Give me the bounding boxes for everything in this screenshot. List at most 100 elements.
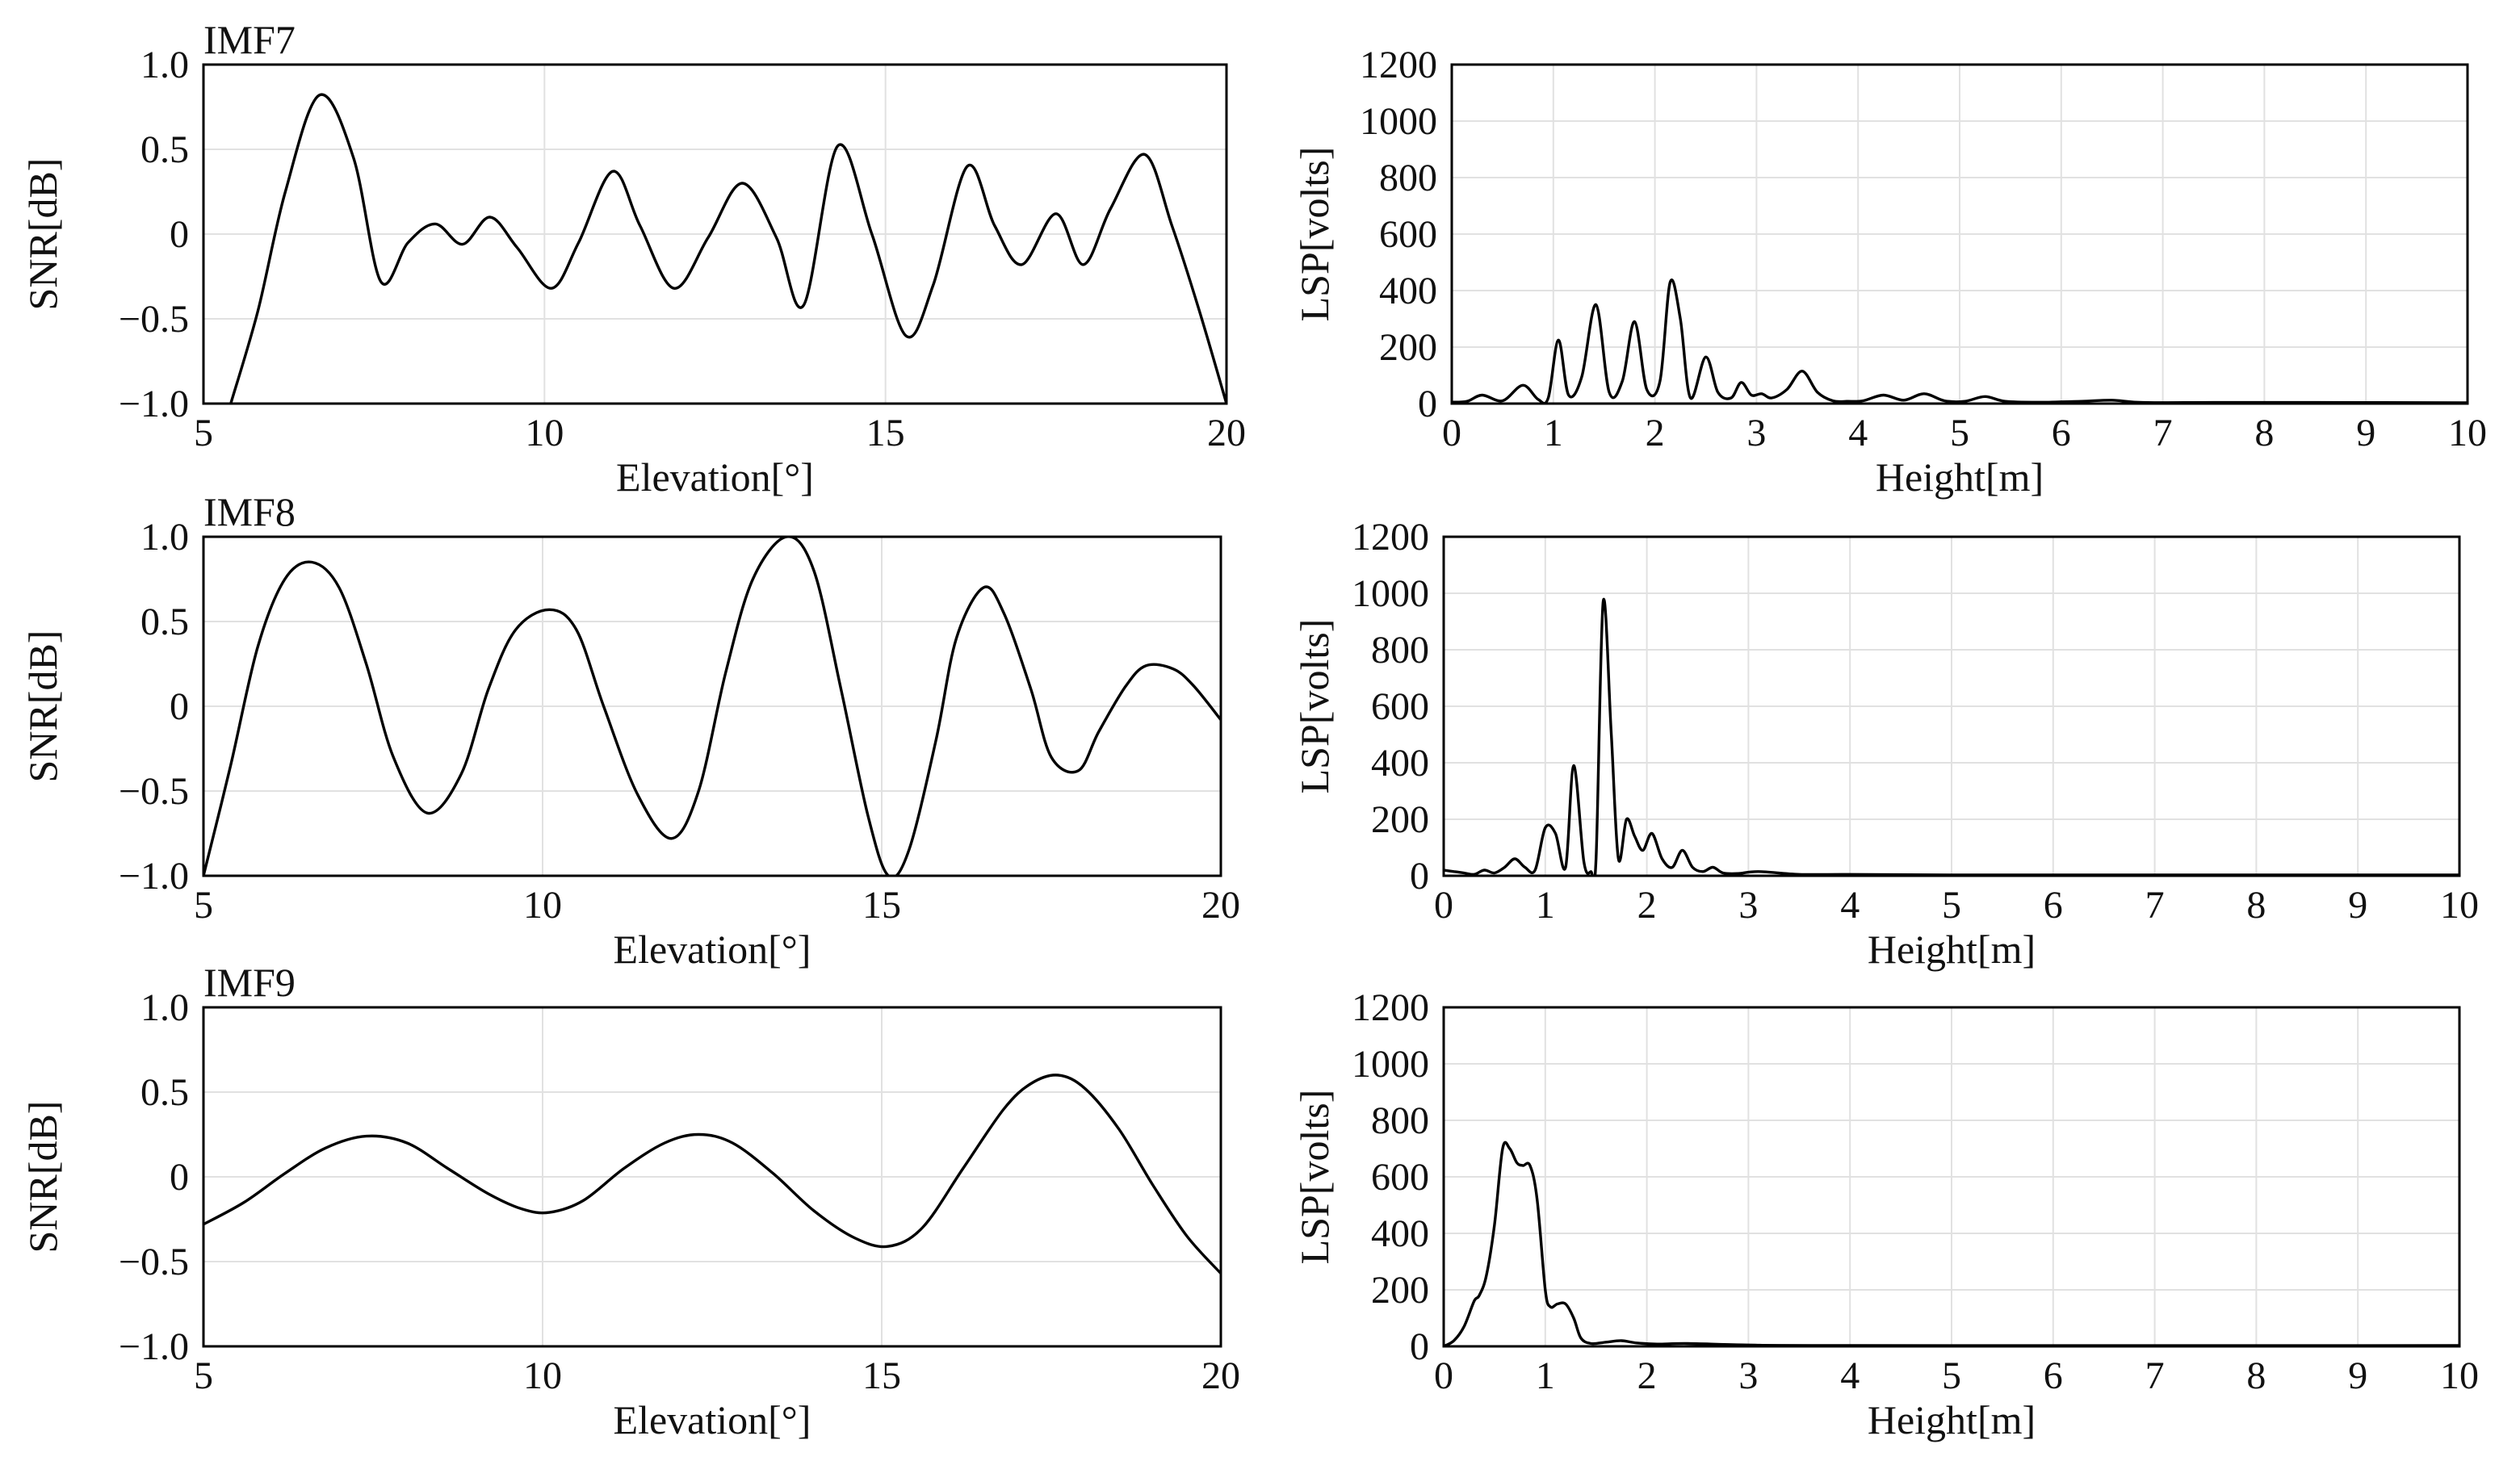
imf7-snr-series-line	[229, 93, 1226, 404]
imf9-lsp-ytick-label: 1000	[1352, 1043, 1429, 1086]
imf7-lsp-xtick-label: 5	[1950, 412, 1969, 454]
imf7-lsp-xtick-label: 6	[2052, 412, 2071, 454]
imf7-lsp-chart: 0 1 2 3 4 5 6 7 8 9 10 0 200 400 600 800 1000 1200 Height[…	[1292, 44, 2487, 500]
chart-panels: 5 10 15 201.00.50−0.5−1.0Elevation[°]SNR[dB…	[20, 17, 2487, 1442]
imf9-lsp-ytick-label: 200	[1371, 1269, 1429, 1312]
imf7-snr-ytick-label: 0.5	[140, 128, 189, 171]
imf9-snr-panel-title: IMF9	[203, 960, 296, 1005]
imf8-lsp-xtick-label: 8	[2246, 884, 2266, 927]
imf8-lsp-yaxis-label: LSP[volts]	[1292, 619, 1337, 794]
imf9-lsp-xaxis-label: Height[m]	[1868, 1397, 2036, 1442]
imf9-snr-ytick-label: −0.5	[119, 1241, 189, 1283]
imf9-snr-xtick-label: 5	[194, 1354, 213, 1397]
imf9-lsp-xtick-label: 0	[1434, 1354, 1453, 1397]
imf9-lsp-ytick-label: 800	[1371, 1099, 1429, 1142]
imf9-lsp-xtick-label: 2	[1637, 1354, 1657, 1397]
imf7-snr-ytick-label: 0	[170, 213, 189, 256]
imf8-lsp-xtick-label: 5	[1942, 884, 1961, 927]
imf7-lsp-yaxis-label: LSP[volts]	[1292, 147, 1337, 322]
imf7-snr-chart: 5 10 15 20 1.0 0.5 0 −0.5 −1.0 Elevation[°] SNR[dB…	[20, 17, 1246, 500]
imf9-snr-ytick-label: −1.0	[119, 1325, 189, 1368]
imf9-snr-xtick-label: 20	[1201, 1354, 1240, 1397]
imf9-lsp-xtick-label: 7	[2145, 1354, 2165, 1397]
imf8-snr-ytick-label: −1.0	[119, 855, 189, 898]
imf7-lsp-xtick-label: 9	[2356, 412, 2375, 454]
imf9-lsp-yaxis-label: LSP[volts]	[1292, 1090, 1337, 1265]
imf8-snr-panel-title: IMF8	[203, 489, 296, 534]
imf9-snr-chart: 5 10 15 20 1.0 0.5 0 −0.5 −1.0 Elevation[°] SNR[dB…	[20, 960, 1240, 1442]
imf9-snr-ytick-label: 0	[170, 1156, 189, 1199]
imf9-lsp-plot-frame	[1442, 1006, 2461, 1348]
imf9-snr-xtick-label: 15	[862, 1354, 901, 1397]
imf9-snr-ytick-label: 0.5	[140, 1071, 189, 1114]
imf7-lsp-xtick-label: 4	[1848, 412, 1868, 454]
imf8-snr-ytick-label: 1.0	[140, 516, 189, 559]
imf9-lsp-ytick-label: 1200	[1352, 986, 1429, 1029]
imf7-snr-ytick-label: 1.0	[140, 44, 189, 86]
imf9-lsp-series-line	[1444, 1141, 2459, 1346]
imf9-snr-yaxis-label: SNR[dB]	[20, 1101, 65, 1254]
imf8-lsp-plot-frame	[1442, 535, 2461, 877]
imf9-lsp-ytick-label: 0	[1410, 1325, 1429, 1368]
imf9-lsp-chart: 0 1 2 3 4 5 6 7 8 9 10020040060080010001200Height[…	[1292, 986, 2479, 1442]
imf8-lsp-xtick-label: 0	[1434, 884, 1453, 927]
imf8-snr-xtick-label: 15	[862, 884, 901, 927]
imf8-snr-xtick-label: 10	[523, 884, 562, 927]
imf8-lsp-series-line	[1444, 597, 2459, 876]
imf9-lsp-xtick-label: 1	[1536, 1354, 1555, 1397]
imf7-lsp-plot-frame	[1450, 63, 2469, 405]
imf7-lsp-ytick-label: 400	[1379, 270, 1437, 312]
imf8-snr-plot-frame	[202, 535, 1222, 877]
imf7-lsp-ytick-label: 800	[1379, 157, 1437, 199]
imf8-lsp-xtick-label: 10	[2440, 884, 2479, 927]
imf9-lsp-ytick-label: 600	[1371, 1156, 1429, 1199]
imf8-lsp-ytick-label: 0	[1410, 855, 1429, 898]
imf8-lsp-ytick-label: 1200	[1352, 516, 1429, 559]
imf7-snr-ytick-label: −0.5	[119, 298, 189, 341]
imf7-lsp-ytick-label: 1200	[1360, 44, 1437, 86]
imf7-lsp-ytick-label: 600	[1379, 213, 1437, 256]
imf9-snr-xaxis-label: Elevation[°]	[614, 1397, 811, 1442]
imf8-lsp-xtick-label: 3	[1738, 884, 1758, 927]
imf8-lsp-ytick-label: 800	[1371, 629, 1429, 672]
imf7-snr-xtick-label: 15	[866, 412, 905, 454]
imf8-snr-ytick-label: 0	[170, 685, 189, 728]
imf7-lsp-xtick-label: 1	[1544, 412, 1563, 454]
imf8-lsp-xtick-label: 4	[1840, 884, 1860, 927]
imf9-lsp-xtick-label: 9	[2348, 1354, 2367, 1397]
imf9-lsp-xtick-label: 8	[2246, 1354, 2266, 1397]
imf8-lsp-xtick-label: 1	[1536, 884, 1555, 927]
imf7-snr-xtick-label: 20	[1207, 412, 1246, 454]
imf8-snr-chart: 5 10 15 20 1.0 0.5 0 −0.5 −1.0 Elevation[°] SNR[dB…	[20, 489, 1240, 972]
imf8-lsp-xtick-label: 6	[2044, 884, 2063, 927]
imf7-lsp-xaxis-label: Height[m]	[1876, 454, 2044, 500]
imf9-snr-ytick-label: 1.0	[140, 986, 189, 1029]
imf9-snr-plot-frame	[202, 1006, 1222, 1348]
imf7-snr-plot-frame	[202, 63, 1228, 405]
imf7-lsp-series-line	[1452, 278, 2468, 404]
imf7-lsp-ytick-label: 1000	[1360, 100, 1437, 143]
imf9-lsp-xtick-label: 6	[2044, 1354, 2063, 1397]
imf9-lsp-xtick-label: 3	[1738, 1354, 1758, 1397]
imf8-lsp-ytick-label: 400	[1371, 742, 1429, 785]
imf9-snr-xtick-label: 10	[523, 1354, 562, 1397]
imf8-snr-ytick-label: 0.5	[140, 601, 189, 643]
imf8-snr-xaxis-label: Elevation[°]	[614, 927, 811, 972]
imf7-lsp-xtick-label: 7	[2153, 412, 2173, 454]
imf9-lsp-ytick-label: 400	[1371, 1212, 1429, 1255]
imf7-snr-xtick-label: 10	[525, 412, 564, 454]
imf7-snr-xaxis-label: Elevation[°]	[616, 454, 814, 500]
imf8-lsp-chart: 0 1 2 3 4 5 6 7 8 9 10020040060080010001200Height[…	[1292, 516, 2479, 972]
imf8-snr-yaxis-label: SNR[dB]	[20, 630, 65, 783]
imf7-snr-yaxis-label: SNR[dB]	[20, 158, 65, 311]
imf8-lsp-ytick-label: 1000	[1352, 572, 1429, 615]
imf8-snr-ytick-label: −0.5	[119, 770, 189, 813]
imf7-snr-panel-title: IMF7	[203, 17, 296, 62]
imf7-lsp-xtick-label: 10	[2448, 412, 2487, 454]
imf8-snr-xtick-label: 20	[1201, 884, 1240, 927]
imf9-lsp-xtick-label: 5	[1942, 1354, 1961, 1397]
imf7-lsp-ytick-label: 0	[1418, 383, 1437, 425]
imf7-snr-ytick-label: −1.0	[119, 383, 189, 425]
imf8-snr-series-line	[203, 537, 1221, 876]
